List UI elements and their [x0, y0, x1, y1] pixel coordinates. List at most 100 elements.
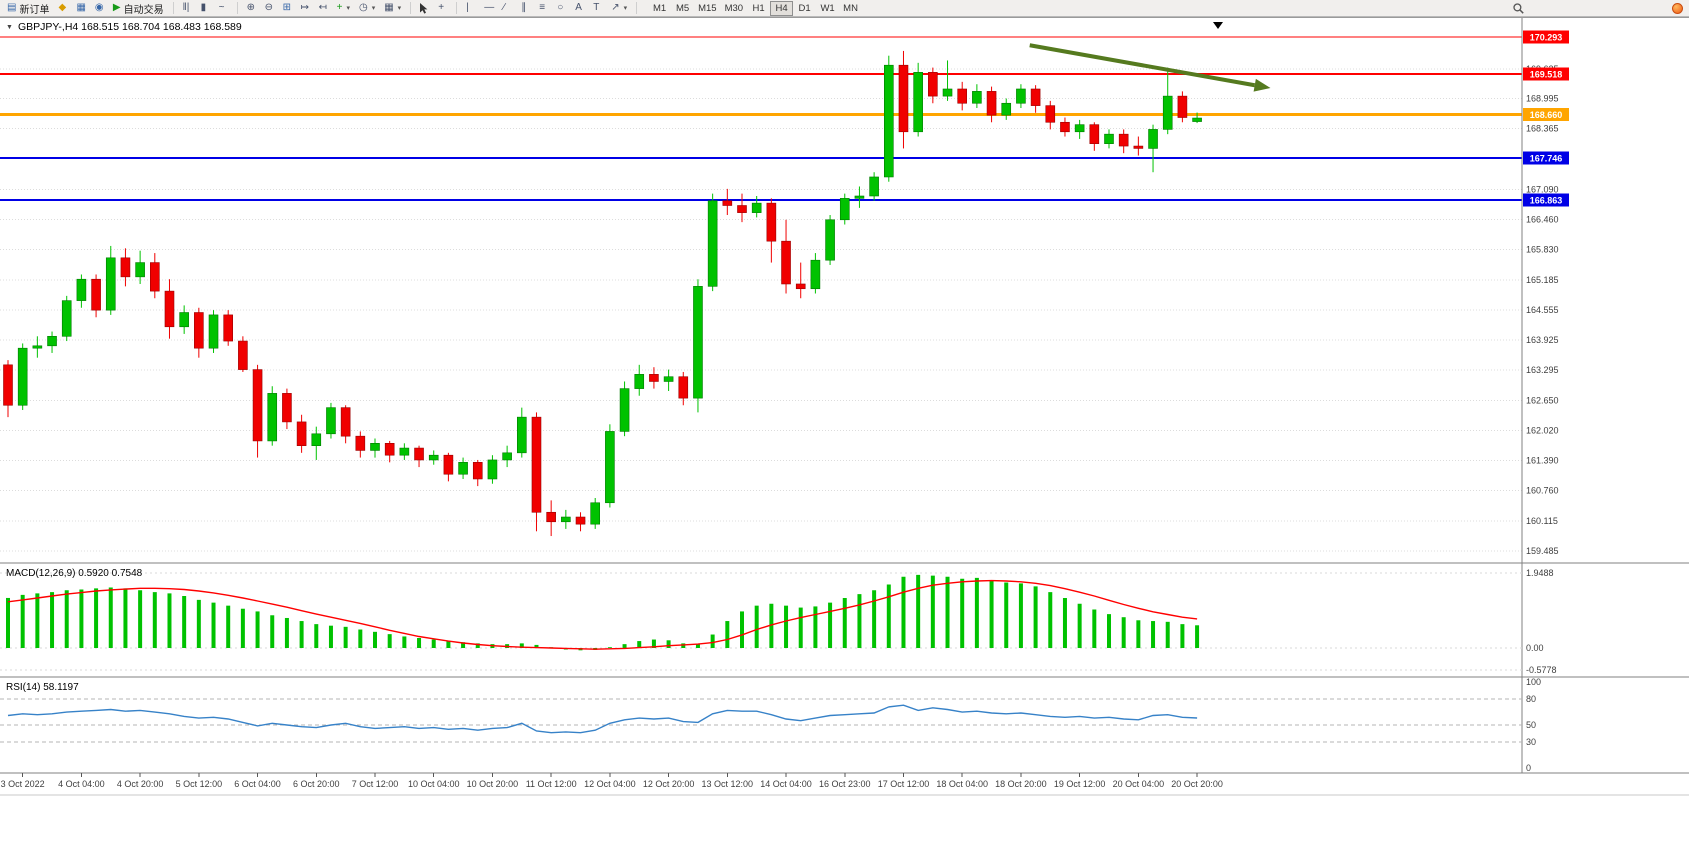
- trendline-button[interactable]: ∕: [499, 1, 516, 16]
- svg-text:12 Oct 04:00: 12 Oct 04:00: [584, 779, 636, 789]
- arrows-tool-button[interactable]: ↗ ▾: [607, 1, 631, 16]
- arrow-tool-icon: ↗: [611, 2, 620, 13]
- price-axis[interactable]: [1522, 17, 1689, 774]
- notification-icon[interactable]: [1672, 2, 1683, 14]
- chart-canvas[interactable]: 169.625168.995168.365167.090166.460165.8…: [0, 17, 1689, 857]
- auto-scroll-icon: ↦: [300, 2, 309, 13]
- new-order-button[interactable]: ▤ 新订单: [3, 1, 53, 16]
- svg-text:17 Oct 12:00: 17 Oct 12:00: [878, 779, 930, 789]
- search-icon: [1513, 2, 1524, 14]
- toolbar-separator-5: [636, 2, 638, 14]
- svg-text:10 Oct 04:00: 10 Oct 04:00: [408, 779, 460, 789]
- data-window-icon: ◉: [94, 2, 104, 13]
- channel-button[interactable]: ∥: [517, 1, 534, 16]
- alerts-button[interactable]: ◆: [54, 1, 71, 16]
- svg-text:163.295: 163.295: [1526, 365, 1559, 375]
- svg-text:13 Oct 12:00: 13 Oct 12:00: [702, 779, 754, 789]
- svg-text:168.995: 168.995: [1526, 94, 1559, 104]
- svg-text:168.660: 168.660: [1530, 110, 1563, 120]
- text-icon: A: [575, 2, 582, 13]
- cursor-icon: [420, 2, 428, 14]
- svg-text:30: 30: [1526, 737, 1536, 747]
- svg-text:170.293: 170.293: [1530, 33, 1563, 43]
- time-axis[interactable]: [0, 774, 1522, 796]
- tf-mn[interactable]: MN: [839, 1, 862, 16]
- svg-text:166.863: 166.863: [1530, 196, 1563, 206]
- svg-text:165.185: 165.185: [1526, 275, 1559, 285]
- text-button[interactable]: A: [571, 1, 588, 16]
- zoom-out-button[interactable]: ⊖: [261, 1, 278, 16]
- svg-text:14 Oct 04:00: 14 Oct 04:00: [760, 779, 812, 789]
- horizontal-line-button[interactable]: —: [480, 1, 498, 16]
- svg-text:80: 80: [1526, 694, 1536, 704]
- svg-text:169.518: 169.518: [1530, 69, 1563, 79]
- bar-chart-button[interactable]: ‖|: [179, 1, 196, 16]
- tf-m30[interactable]: M30: [721, 1, 747, 16]
- market-watch-button[interactable]: ▦: [72, 1, 89, 16]
- svg-text:19 Oct 12:00: 19 Oct 12:00: [1054, 779, 1106, 789]
- indicators-button[interactable]: + ▾: [333, 1, 354, 16]
- channel-icon: ∥: [521, 2, 527, 13]
- arrows-caret-icon: ▾: [623, 5, 628, 12]
- zoom-in-button[interactable]: ⊕: [243, 1, 260, 16]
- data-window-button[interactable]: ◉: [91, 1, 108, 16]
- tf-m5[interactable]: M5: [671, 1, 694, 16]
- line-chart-button[interactable]: ~: [215, 1, 232, 16]
- template-icon: ▦: [384, 2, 394, 13]
- tf-h4[interactable]: H4: [770, 0, 794, 16]
- svg-text:162.020: 162.020: [1526, 425, 1559, 435]
- svg-text:7 Oct 12:00: 7 Oct 12:00: [352, 779, 399, 789]
- tf-m1[interactable]: M1: [648, 1, 671, 16]
- chart-shift-icon: ↤: [318, 2, 327, 13]
- ellipse-icon: ○: [557, 2, 564, 13]
- crosshair-icon: +: [438, 2, 445, 13]
- horizontal-line-icon: —: [484, 2, 495, 13]
- toolbar-separator-2: [236, 2, 238, 14]
- shapes-button[interactable]: ○: [553, 1, 570, 16]
- tf-w1[interactable]: W1: [816, 1, 839, 16]
- svg-text:166.460: 166.460: [1526, 214, 1559, 224]
- svg-text:6 Oct 20:00: 6 Oct 20:00: [293, 779, 340, 789]
- svg-text:160.760: 160.760: [1526, 485, 1559, 495]
- tf-m15[interactable]: M15: [694, 1, 720, 16]
- templates-button[interactable]: ▦ ▾: [380, 1, 405, 16]
- market-watch-icon: ▦: [76, 2, 86, 13]
- toolbar-separator-3: [410, 2, 412, 14]
- tf-d1[interactable]: D1: [793, 1, 816, 16]
- text-label-button[interactable]: T: [589, 1, 606, 16]
- text-label-icon: T: [593, 2, 600, 13]
- svg-text:160.115: 160.115: [1526, 516, 1558, 526]
- one-click-trading-icon[interactable]: ▼: [6, 23, 13, 31]
- periods-button[interactable]: ◷ ▾: [355, 1, 379, 16]
- svg-text:4 Oct 04:00: 4 Oct 04:00: [58, 779, 105, 789]
- fibonacci-button[interactable]: ≡: [535, 1, 552, 16]
- zoom-out-icon: ⊖: [264, 2, 273, 13]
- autotrading-label: 自动交易: [123, 4, 164, 16]
- autotrading-button[interactable]: ▶ 自动交易: [109, 1, 168, 16]
- vertical-line-button[interactable]: |: [462, 1, 479, 16]
- svg-text:167.090: 167.090: [1526, 184, 1559, 194]
- svg-text:-0.5778: -0.5778: [1526, 665, 1557, 675]
- main-toolbar: ▤ 新订单 ◆ ▦ ◉ ▶ 自动交易 ‖| ▮ ~ ⊕ ⊖ ⊞ ↦ ↤ + ▾ ◷…: [0, 0, 1689, 17]
- tf-h1[interactable]: H1: [747, 1, 770, 16]
- new-order-label: 新订单: [19, 4, 50, 16]
- cursor-button[interactable]: [416, 1, 433, 16]
- timeframe-toolbar: M1 M5 M15 M30 H1 H4 D1 W1 MN: [648, 0, 862, 16]
- svg-text:6 Oct 04:00: 6 Oct 04:00: [234, 779, 281, 789]
- svg-text:0: 0: [1526, 763, 1531, 773]
- search-button[interactable]: [1509, 1, 1528, 16]
- chart-window: 169.625168.995168.365167.090166.460165.8…: [0, 17, 1689, 857]
- fibonacci-icon: ≡: [539, 2, 546, 13]
- bar-chart-icon: ‖|: [182, 2, 190, 13]
- auto-scroll-button[interactable]: ↦: [297, 1, 314, 16]
- svg-text:11 Oct 12:00: 11 Oct 12:00: [526, 779, 577, 789]
- crosshair-button[interactable]: +: [434, 1, 451, 16]
- svg-text:0.00: 0.00: [1526, 643, 1544, 653]
- svg-text:159.485: 159.485: [1526, 546, 1559, 556]
- svg-text:1.9488: 1.9488: [1526, 568, 1554, 578]
- chart-shift-button[interactable]: ↤: [315, 1, 332, 16]
- periods-caret-icon: ▾: [371, 5, 376, 12]
- tile-windows-button[interactable]: ⊞: [279, 1, 296, 16]
- indicators-caret-icon: ▾: [346, 5, 350, 12]
- candlestick-chart-button[interactable]: ▮: [197, 1, 214, 16]
